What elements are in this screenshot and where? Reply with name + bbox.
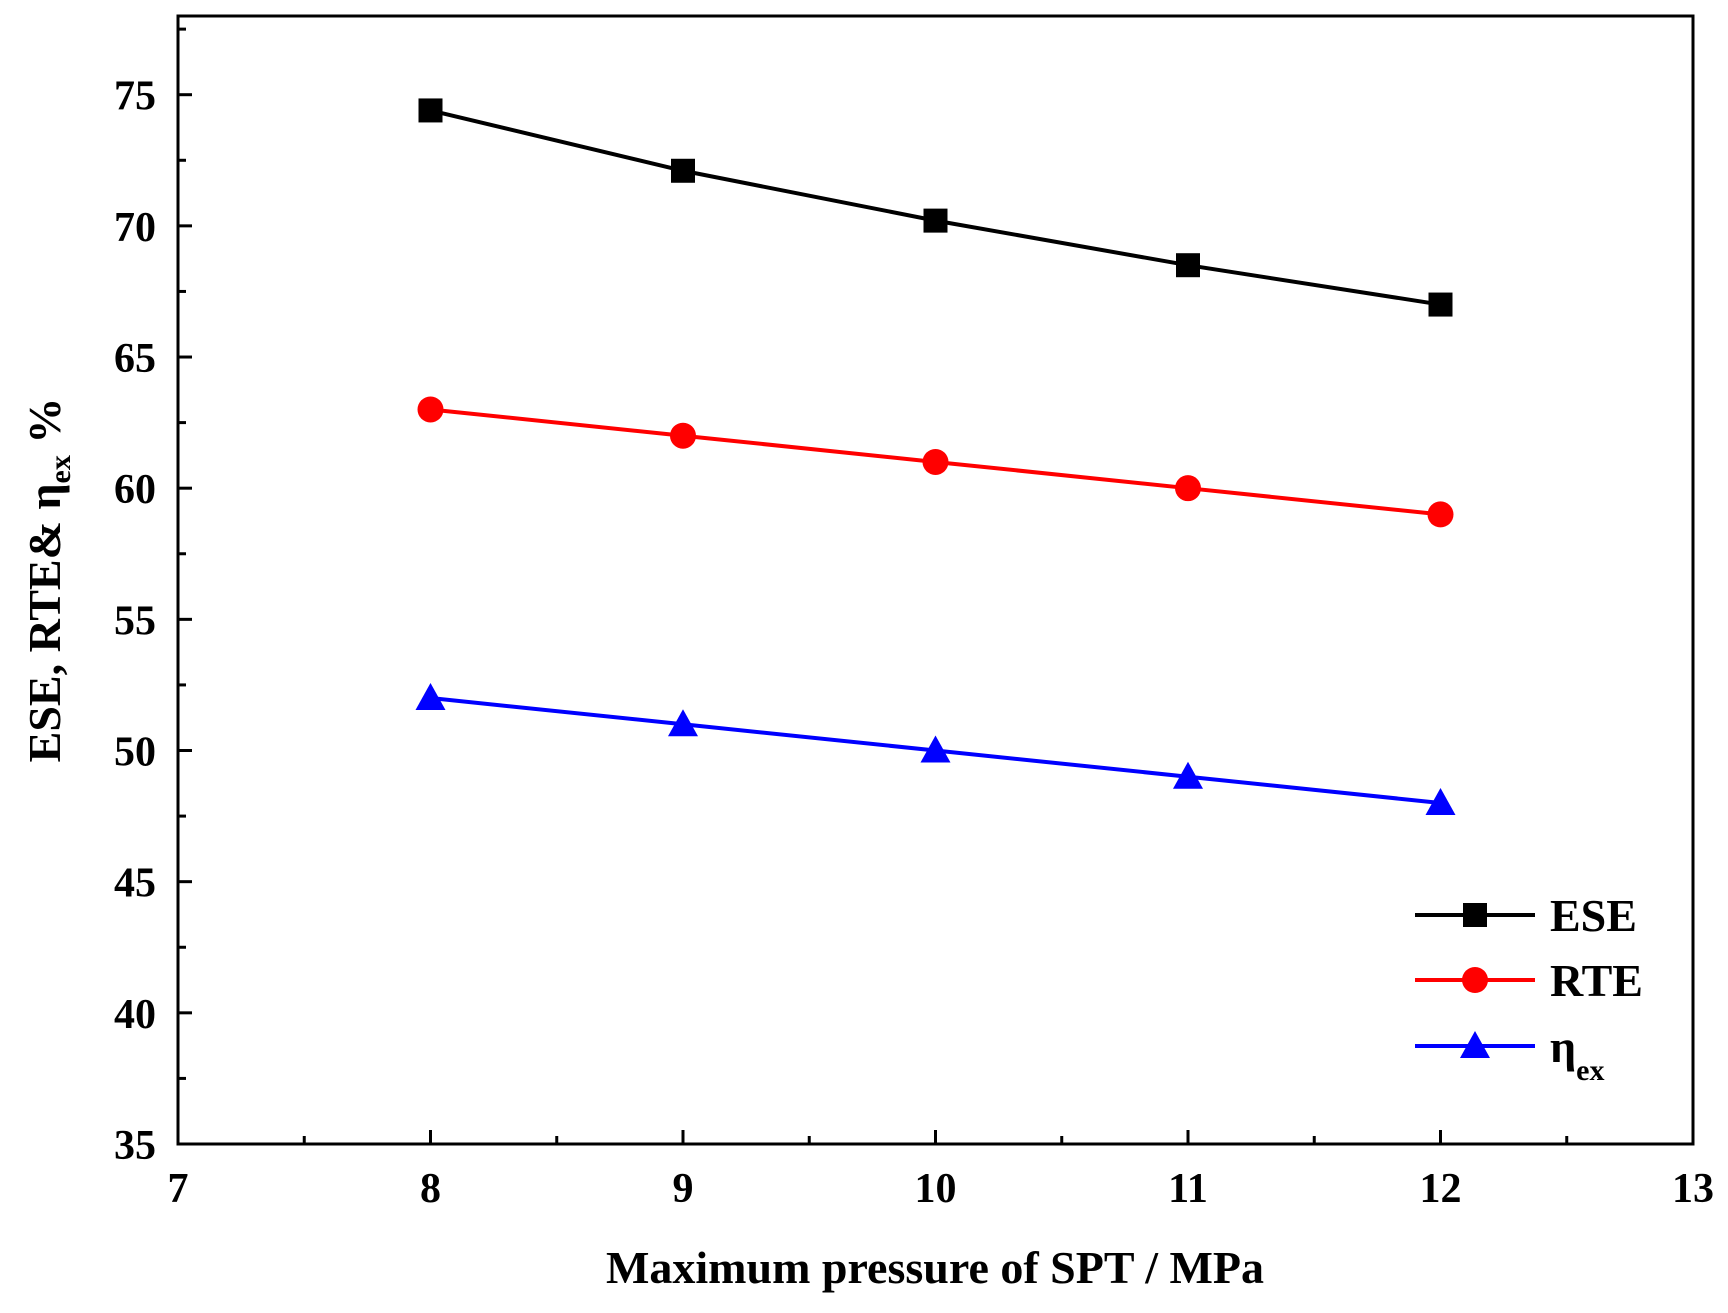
- x-tick-label: 9: [673, 1166, 694, 1212]
- y-tick-label: 35: [114, 1123, 156, 1169]
- data-point-rte: [922, 448, 949, 475]
- legend-label-main: η: [1550, 1021, 1576, 1072]
- data-point-ese: [418, 98, 443, 123]
- legend-marker: [1460, 1031, 1490, 1058]
- data-point-η: [1425, 787, 1456, 815]
- x-tick-label: 12: [1420, 1166, 1462, 1212]
- data-point-rte: [417, 396, 444, 423]
- y-axis-title-main: ESE, RTE& η: [19, 483, 70, 762]
- y-tick-labels: 35 40 45 50 55 60 65 70 75: [114, 74, 156, 1169]
- legend-marker: [1462, 967, 1488, 993]
- y-tick-label: 55: [114, 598, 156, 644]
- x-tick-label: 7: [168, 1166, 189, 1212]
- minor-ticks: [178, 27, 1569, 1144]
- x-tick-label: 10: [915, 1166, 957, 1212]
- data-point-ese: [671, 158, 695, 183]
- x-tick-label: 11: [1168, 1166, 1208, 1212]
- legend-label-sub: ex: [1576, 1054, 1604, 1087]
- x-tick-label: 13: [1672, 1166, 1714, 1212]
- y-tick-label: 45: [114, 861, 156, 907]
- y-tick-label: 75: [114, 74, 156, 120]
- data-point-η: [668, 709, 698, 737]
- data-point-rte: [1427, 501, 1454, 528]
- x-axis-title: Maximum pressure of SPT / MPa: [606, 1242, 1264, 1293]
- data-point-η: [920, 735, 951, 763]
- series-line-ese: [430, 108, 1441, 307]
- major-ticks: [178, 93, 1442, 1144]
- data-point-ese: [1176, 253, 1200, 278]
- legend-label-main: RTE: [1550, 955, 1643, 1006]
- y-tick-label: 40: [114, 992, 156, 1038]
- legend-label: RTE: [1550, 955, 1643, 1006]
- data-point-rte: [1175, 475, 1201, 502]
- series-markers: [415, 98, 1456, 815]
- legend-marker: [1463, 903, 1487, 927]
- y-axis-title-unit: %: [19, 398, 70, 456]
- data-point-ese: [1428, 292, 1453, 317]
- legend-label-main: ESE: [1550, 890, 1637, 941]
- data-point-rte: [670, 422, 696, 449]
- y-tick-label: 70: [114, 205, 156, 251]
- data-point-η: [1173, 761, 1203, 789]
- y-tick-label: 60: [114, 467, 156, 513]
- x-tick-label: 8: [420, 1166, 441, 1212]
- legend: ESE RTE ηex: [1415, 890, 1643, 1087]
- y-axis-title-sub: ex: [44, 455, 77, 483]
- y-tick-label: 65: [114, 336, 156, 382]
- x-tick-labels: 7 8 9 10 11 12 13: [168, 1166, 1715, 1212]
- legend-label: ηex: [1550, 1021, 1604, 1087]
- data-point-η: [415, 683, 446, 711]
- y-axis-title: ESE, RTE& ηex %: [19, 398, 77, 763]
- legend-label: ESE: [1550, 890, 1637, 941]
- data-point-ese: [923, 208, 948, 233]
- y-tick-label: 50: [114, 730, 156, 776]
